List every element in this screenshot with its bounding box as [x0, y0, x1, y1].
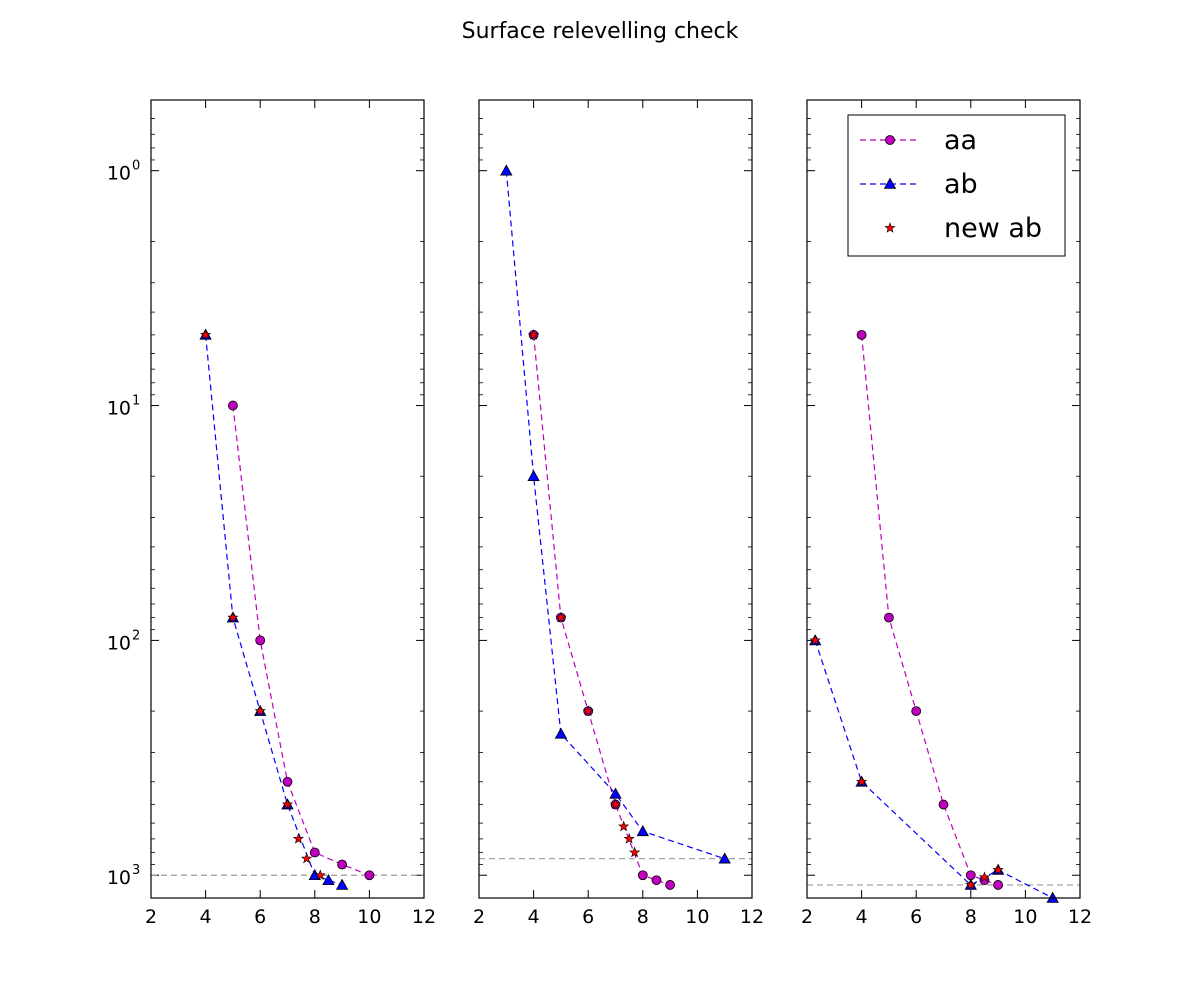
data-point-aa: [965, 870, 976, 881]
data-point-new_ab: [618, 820, 630, 832]
data-point-new_ab: [301, 852, 313, 864]
legend-label-ab: ab: [944, 169, 978, 200]
x-tick-label: 6: [582, 906, 594, 928]
series-line-ab: [205, 334, 343, 886]
data-point-new_ab: [281, 798, 294, 810]
x-tick-label: 4: [528, 906, 540, 928]
data-point-new_ab: [809, 634, 821, 646]
panel-1: 10 010 110 210 32 4 6 8 10 12: [107, 99, 436, 928]
data-point-new_ab: [992, 864, 1004, 875]
axes-frame: [478, 99, 753, 899]
data-point-ab: [527, 469, 540, 482]
data-point-aa: [227, 400, 238, 411]
legend-label-new_ab: new ab: [944, 213, 1042, 244]
axes-frame: [806, 99, 1081, 899]
x-tick-label: 2: [801, 906, 813, 928]
axes-frame: [150, 99, 425, 899]
y-tick-exponent: 1: [132, 394, 140, 409]
data-point-ab: [500, 164, 513, 176]
data-point-new_ab: [582, 705, 594, 716]
data-point-new_ab: [609, 798, 622, 810]
series-line-aa: [533, 334, 671, 886]
data-point-new_ab: [555, 611, 567, 623]
y-tick-label: 10: [107, 867, 131, 889]
x-tick-label: 12: [740, 906, 764, 928]
x-tick-label: 8: [637, 906, 649, 928]
data-point-new_ab: [623, 833, 635, 844]
legend-marker-aa: [885, 135, 895, 145]
data-point-ab: [636, 824, 649, 837]
data-point-aa: [364, 870, 375, 881]
data-point-aa: [255, 635, 266, 646]
legend-marker-ab: [883, 177, 897, 189]
data-point-aa: [911, 706, 922, 716]
y-tick-label: 10: [107, 632, 131, 654]
data-point-new_ab: [314, 869, 326, 880]
series-line-ab: [505, 170, 725, 860]
x-tick-label: 8: [309, 906, 321, 928]
x-tick-label: 10: [1013, 906, 1037, 928]
series-line-ab: [814, 640, 1053, 899]
x-tick-label: 8: [965, 906, 977, 928]
x-tick-label: 10: [685, 906, 709, 928]
x-tick-label: 2: [473, 906, 485, 928]
legend: aa ab new ab: [847, 114, 1066, 257]
series-line-aa: [861, 334, 999, 886]
data-point-new_ab: [528, 328, 540, 340]
panel-2: 2 4 6 8 10 12: [473, 99, 764, 928]
data-point-new_ab: [629, 846, 641, 858]
data-point-new_ab: [200, 328, 212, 340]
legend-box: [847, 114, 1066, 257]
x-tick-label: 2: [145, 906, 157, 928]
y-tick-exponent: 2: [132, 628, 140, 643]
data-point-aa: [665, 880, 675, 890]
data-point-aa: [938, 799, 949, 810]
data-point-aa: [993, 880, 1003, 890]
data-point-aa: [884, 612, 894, 623]
data-point-aa: [637, 870, 648, 881]
y-tick-exponent: 0: [132, 159, 140, 174]
data-point-aa: [856, 329, 867, 340]
data-point-ab: [554, 727, 568, 739]
data-point-new_ab: [965, 879, 977, 890]
chart-title: Surface relevelling check: [462, 19, 739, 44]
data-point-aa: [309, 847, 320, 858]
data-point-new_ab: [254, 705, 266, 716]
y-tick-label: 10: [107, 163, 131, 185]
x-tick-label: 6: [254, 906, 266, 928]
x-tick-label: 4: [200, 906, 212, 928]
panel-3: 2 4 6 8 10 12: [801, 99, 1092, 928]
data-point-ab: [335, 878, 349, 890]
data-point-ab: [718, 852, 731, 864]
data-point-aa: [337, 859, 348, 870]
data-point-ab: [322, 873, 335, 886]
series-line-aa: [232, 405, 370, 876]
data-point-new_ab: [978, 871, 991, 883]
data-point-aa: [282, 776, 293, 787]
x-tick-label: 12: [1068, 906, 1092, 928]
data-point-ab: [609, 787, 622, 799]
data-point-new_ab: [856, 775, 868, 787]
y-tick-label: 10: [107, 398, 131, 420]
x-tick-label: 4: [856, 906, 868, 928]
x-tick-label: 10: [357, 906, 381, 928]
legend-label-aa: aa: [944, 125, 977, 156]
data-point-new_ab: [292, 833, 304, 844]
plot-panels: 10 010 110 210 32 4 6 8 10 12 2 4 6 8 10 12 2 4 6 8 10 12aaab…: [107, 99, 1092, 928]
data-point-aa: [651, 875, 662, 886]
legend-marker-new_ab: [884, 222, 896, 233]
data-point-new_ab: [227, 611, 239, 623]
x-tick-label: 12: [412, 906, 436, 928]
x-tick-label: 6: [910, 906, 922, 928]
y-tick-exponent: 3: [132, 863, 140, 878]
